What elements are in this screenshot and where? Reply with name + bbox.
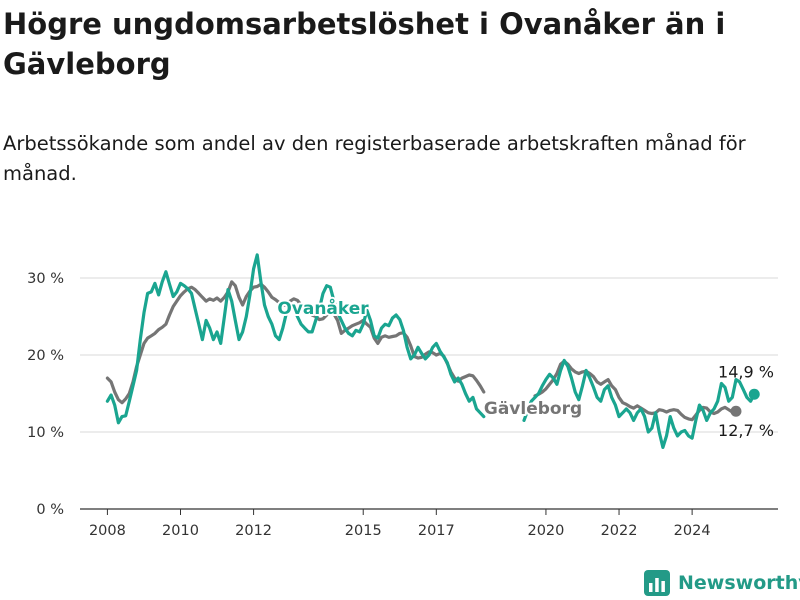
chart-title: Högre ungdomsarbetslöshet i Ovanåker än … <box>3 7 726 81</box>
x-tick-label: 2012 <box>235 523 272 539</box>
y-tick-label: 0 % <box>36 502 64 518</box>
x-tick-label: 2022 <box>601 523 638 539</box>
x-tick-label: 2024 <box>674 523 711 539</box>
x-tick-label: 2015 <box>345 523 382 539</box>
brand-logo[interactable]: Newsworthy <box>644 568 800 598</box>
series-label-ovanaker: Ovanåker <box>277 297 369 319</box>
y-tick-label: 10 % <box>27 425 64 441</box>
y-tick-label: 20 % <box>27 348 64 364</box>
axes: 0 % 10 % 20 % 30 % 2008 2010 2012 2015 2017 2020 2… <box>27 271 710 539</box>
x-tick-label: 2008 <box>89 523 126 539</box>
line-chart: 0 % 10 % 20 % 30 % 2008 2010 2012 2015 2017 2020 2… <box>27 253 778 539</box>
end-value-label: 14,9 % <box>718 362 774 381</box>
x-tick-label: 2010 <box>162 523 199 539</box>
brand-name: Newsworthy <box>678 572 800 594</box>
series-label-gavleborg: Gävleborg <box>484 399 582 419</box>
y-tick-label: 30 % <box>27 271 64 287</box>
x-tick-label: 2020 <box>527 523 564 539</box>
series-line-g-vleborg <box>105 280 486 405</box>
series-line-ovan-ker <box>105 253 486 425</box>
end-value-label: 12,7 % <box>718 421 774 440</box>
gridlines <box>80 277 778 510</box>
chart-subtitle: Arbetssökande som andel av den registerb… <box>3 132 746 185</box>
series-lines <box>105 253 756 449</box>
series-line-segment <box>522 358 756 449</box>
end-point-marker <box>730 405 742 417</box>
x-tick-label: 2017 <box>418 523 455 539</box>
annotations: 14,9 % 12,7 % Ovanåker Gävleborg <box>275 295 774 440</box>
end-point-marker <box>748 388 760 400</box>
bar-chart-icon <box>644 570 670 596</box>
